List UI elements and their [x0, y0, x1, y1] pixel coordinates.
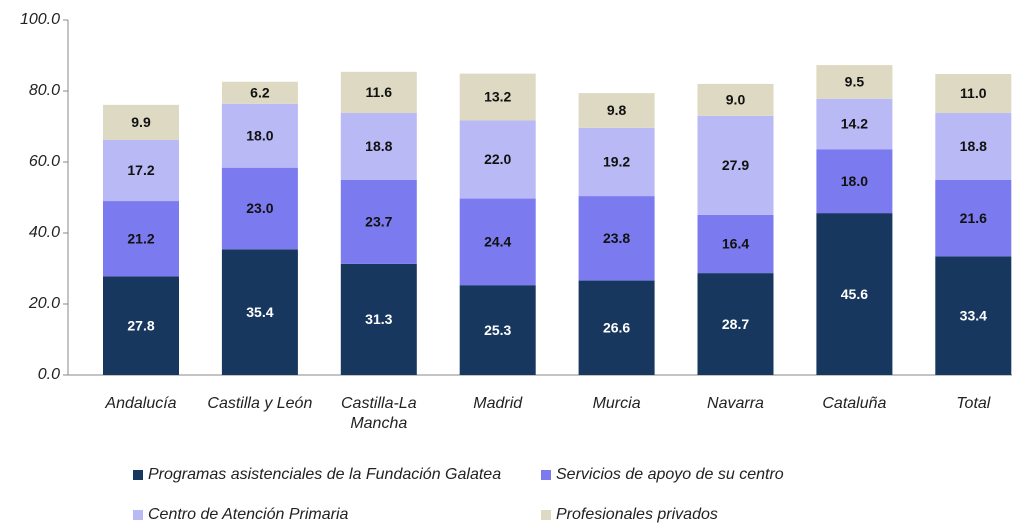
bar-segment [103, 201, 179, 277]
bar-segment [459, 198, 536, 286]
x-tick-label: Castilla y León [207, 395, 313, 412]
data-label: 28.7 [722, 316, 749, 332]
bar-segment [935, 256, 1012, 375]
bar-segment [340, 179, 417, 264]
bar-segment [340, 263, 417, 375]
bar-segment [697, 83, 774, 116]
data-label: 23.8 [603, 230, 630, 246]
y-tick-label: 100.0 [20, 11, 60, 28]
data-label: 23.7 [365, 214, 392, 230]
data-label: 9.0 [726, 92, 746, 108]
data-label: 22.0 [484, 151, 511, 167]
data-label: 18.0 [841, 173, 868, 189]
legend-label: Programas asistenciales de la Fundación … [148, 466, 501, 483]
data-label: 16.4 [722, 236, 749, 252]
bar-segment [103, 276, 179, 375]
bar-segment [935, 179, 1012, 257]
y-tick-label: 20.0 [28, 295, 60, 312]
data-label: 11.6 [366, 84, 393, 100]
x-tick-label: Andalucía [105, 395, 177, 412]
bar-segment [459, 285, 536, 375]
data-label: 9.5 [845, 74, 865, 90]
bar-segment [697, 115, 774, 215]
data-label: 21.6 [960, 210, 987, 226]
data-label: 18.8 [960, 138, 987, 154]
bar-segment [578, 93, 655, 128]
data-label: 27.9 [722, 157, 749, 173]
data-label: 6.2 [250, 84, 270, 100]
x-tick-label: Cataluña [822, 395, 887, 412]
data-label: 9.8 [607, 102, 627, 118]
x-tick-label: Madrid [473, 395, 523, 412]
data-label: 18.0 [246, 127, 273, 143]
x-tick-label: Navarra [707, 395, 764, 412]
bar-segment [221, 249, 298, 375]
legend-swatch [133, 510, 143, 520]
y-tick-label: 60.0 [29, 153, 60, 170]
data-label: 26.6 [603, 319, 630, 335]
legend-swatch [541, 510, 551, 520]
y-tick-label: 40.0 [29, 224, 60, 241]
data-label: 31.3 [365, 311, 392, 327]
x-tick-label: Murcia [592, 395, 641, 412]
bar-segment [697, 273, 774, 375]
bar-segment [459, 73, 536, 121]
bar-segment [340, 71, 417, 114]
bar-segment [103, 139, 179, 202]
bar-segment [578, 280, 655, 375]
legend-label: Centro de Atención Primaria [148, 506, 348, 523]
bar-segment [459, 120, 536, 199]
bar-segment [697, 214, 774, 274]
data-label: 35.4 [246, 304, 273, 320]
bar-segment [221, 103, 298, 168]
data-label: 27.8 [127, 317, 154, 333]
data-label: 24.4 [484, 234, 511, 250]
legend-swatch [133, 470, 143, 480]
data-label: 17.2 [127, 162, 154, 178]
legend-label: Servicios de apoyo de su centro [556, 466, 784, 483]
bar-segment [578, 196, 655, 281]
data-label: 23.0 [246, 200, 273, 216]
y-tick-label: 80.0 [29, 82, 60, 99]
bar-segment [578, 127, 655, 197]
data-label: 14.2 [841, 116, 868, 132]
legend-label: Profesionales privados [556, 506, 718, 523]
y-tick-label: 0.0 [38, 366, 60, 383]
data-label: 13.2 [484, 89, 511, 105]
data-label: 45.6 [841, 286, 868, 302]
bar-segment [816, 65, 893, 99]
bar-segment [340, 113, 417, 180]
data-label: 11.0 [960, 85, 987, 101]
bar-segment [935, 73, 1012, 114]
bar-segment [816, 213, 893, 375]
data-label: 25.3 [484, 322, 511, 338]
data-label: 21.2 [127, 230, 154, 246]
bar-segment [221, 81, 298, 104]
bar-segment [103, 104, 179, 140]
data-label: 19.2 [603, 154, 630, 170]
data-label: 18.8 [365, 138, 392, 154]
bar-segment [816, 98, 893, 150]
data-label: 9.9 [131, 114, 151, 130]
x-tick-label: Castilla-La Mancha [341, 395, 417, 432]
bar-segment [816, 149, 893, 214]
data-label: 33.4 [960, 307, 987, 323]
bar-segment [221, 167, 298, 250]
x-tick-label: Total [956, 395, 991, 412]
bar-segment [935, 113, 1012, 180]
legend-swatch [541, 470, 551, 480]
